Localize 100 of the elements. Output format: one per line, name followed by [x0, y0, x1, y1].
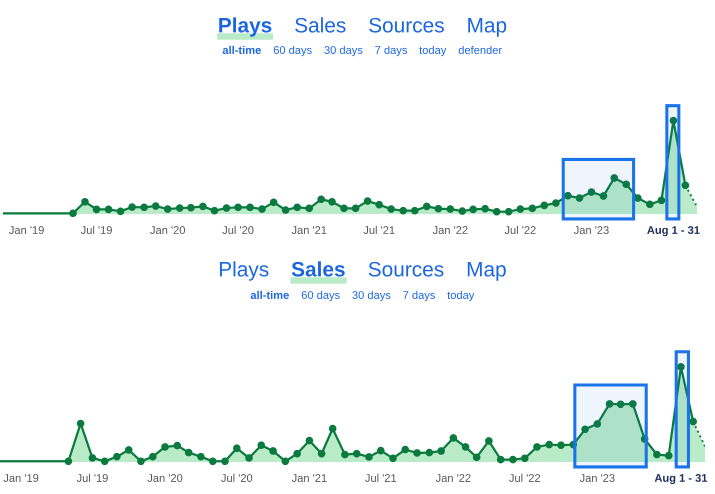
point: [434, 204, 442, 213]
point: [422, 202, 431, 210]
point: [485, 437, 493, 445]
point: [588, 188, 596, 196]
x-tick-label: Jan '21: [292, 474, 327, 482]
point: [152, 202, 160, 210]
x-tick-label: Jul '20: [221, 474, 252, 482]
text: Sales: [295, 17, 346, 33]
point: [245, 454, 253, 462]
point: [389, 454, 397, 462]
point: [564, 192, 572, 200]
point: [210, 206, 218, 214]
text: Sources: [369, 18, 444, 33]
point: [257, 441, 266, 450]
point: [269, 447, 277, 455]
point: [682, 182, 690, 190]
x-tick-label: Jul '19: [76, 474, 108, 482]
x-tick-label: Jan '21: [292, 226, 326, 234]
point: [364, 197, 372, 205]
point: [69, 210, 77, 218]
point: [365, 453, 373, 461]
point: [634, 194, 642, 202]
point: [581, 425, 589, 434]
x-tick-label: Jan '23: [574, 226, 609, 234]
text: 7 days: [403, 290, 435, 302]
x-tick-label: Aug 1 - 31: [647, 226, 700, 236]
text: Plays: [219, 17, 272, 37]
point: [221, 457, 229, 466]
point: [246, 204, 254, 212]
point: [88, 454, 96, 462]
point: [100, 457, 108, 466]
x-tick-label: Jul '21: [365, 474, 396, 482]
point: [340, 204, 348, 212]
point: [670, 116, 678, 124]
point: [199, 202, 207, 210]
text: Map: [468, 262, 506, 281]
text: defender: [458, 46, 502, 54]
x-tick-label: Jan '23: [580, 474, 615, 482]
point: [137, 457, 145, 466]
point: [450, 434, 458, 442]
point: [375, 200, 384, 209]
point: [616, 400, 624, 408]
point: [640, 435, 648, 443]
point: [610, 174, 618, 182]
point: [622, 180, 630, 188]
text: Sales: [292, 261, 345, 277]
point: [496, 456, 505, 464]
point: [187, 204, 195, 212]
point: [234, 204, 242, 212]
point: [401, 446, 410, 454]
text: today: [447, 290, 474, 302]
x-tick-label: Jan '19: [9, 226, 44, 234]
point: [341, 450, 349, 458]
point: [64, 457, 72, 466]
x-tick-label: Jul '22: [509, 474, 540, 482]
point: [328, 424, 336, 432]
point: [124, 446, 133, 454]
point: [533, 443, 541, 451]
x-tick-label: Jul '20: [222, 226, 254, 234]
point: [528, 204, 536, 212]
point: [545, 440, 554, 448]
text: Plays: [220, 261, 268, 281]
point: [352, 450, 361, 458]
point: [492, 208, 501, 216]
point: [232, 444, 241, 452]
point: [293, 204, 302, 212]
point: [376, 446, 385, 454]
point: [481, 204, 489, 213]
text: all-time: [250, 290, 289, 299]
x-tick-label: Jan '20: [147, 474, 182, 482]
point: [509, 456, 517, 464]
point: [664, 452, 673, 460]
point: [282, 457, 290, 466]
point: [557, 441, 565, 450]
point: [653, 450, 661, 458]
x-tick-label: Jan '19: [3, 474, 38, 482]
point: [462, 443, 470, 451]
point: [552, 199, 560, 207]
point: [446, 205, 454, 213]
point: [540, 202, 548, 210]
point: [197, 452, 205, 460]
point: [658, 196, 666, 204]
x-tick-label: Jul '19: [80, 226, 112, 234]
point: [352, 204, 360, 212]
text: all-time: [222, 46, 261, 54]
point: [208, 457, 217, 466]
text: 60 days: [274, 46, 312, 56]
point: [646, 200, 654, 208]
point: [116, 208, 124, 216]
point: [569, 440, 578, 448]
point: [161, 443, 169, 451]
point: [469, 206, 477, 214]
point: [606, 400, 614, 408]
point: [410, 206, 419, 214]
text: 7 days: [375, 46, 408, 56]
point: [148, 452, 157, 460]
point: [184, 448, 193, 456]
point: [128, 203, 136, 211]
point: [594, 420, 602, 428]
point: [92, 206, 100, 214]
